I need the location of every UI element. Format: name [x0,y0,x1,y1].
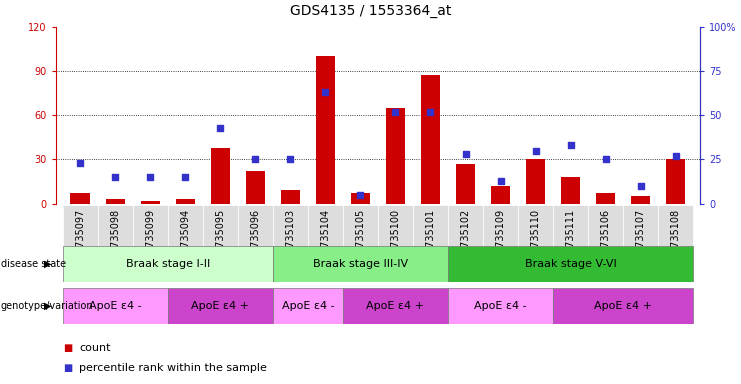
Text: GSM735103: GSM735103 [285,209,296,268]
Text: GSM735109: GSM735109 [496,209,505,268]
Bar [62,288,167,324]
Text: GSM735100: GSM735100 [391,209,400,268]
Text: GSM735102: GSM735102 [460,209,471,268]
Point [425,109,436,115]
Text: GSM735099: GSM735099 [145,209,155,268]
Point [74,160,86,166]
Text: Braak stage I-II: Braak stage I-II [125,259,210,269]
Point [494,177,506,184]
Text: GSM735097: GSM735097 [75,209,85,268]
Bar [491,186,510,204]
Bar [588,205,623,276]
Text: GSM735098: GSM735098 [110,209,120,268]
Bar [448,246,694,282]
Bar [448,288,553,324]
Bar [62,246,273,282]
Bar [210,147,230,204]
Bar [448,205,483,276]
Text: ■: ■ [63,363,72,373]
Bar [62,205,98,276]
Text: GSM735101: GSM735101 [425,209,436,268]
Bar [141,200,160,204]
Text: count: count [79,343,111,353]
Bar [105,199,124,204]
Bar [350,193,370,204]
Bar [631,196,651,204]
Bar [413,205,448,276]
Bar [343,288,448,324]
Bar [308,205,343,276]
Point [109,174,121,180]
Text: ▶: ▶ [44,259,52,269]
Bar [518,205,553,276]
Point [459,151,471,157]
Text: GSM735095: GSM735095 [215,209,225,268]
Point [530,147,542,154]
Bar [483,205,518,276]
Text: GDS4135 / 1553364_at: GDS4135 / 1553364_at [290,4,451,18]
Text: ApoE ε4 +: ApoE ε4 + [594,301,652,311]
Text: Braak stage III-IV: Braak stage III-IV [313,259,408,269]
Bar [526,159,545,204]
Bar [316,56,335,204]
Text: GSM735104: GSM735104 [320,209,330,268]
Bar [623,205,658,276]
Text: GSM735106: GSM735106 [601,209,611,268]
Point [144,174,156,180]
Bar [666,159,685,204]
Point [670,153,682,159]
Text: ▶: ▶ [44,301,52,311]
Bar [658,205,694,276]
Text: ApoE ε4 -: ApoE ε4 - [474,301,527,311]
Bar [378,205,413,276]
Bar [273,205,308,276]
Text: GSM735096: GSM735096 [250,209,260,268]
Point [390,109,402,115]
Bar [203,205,238,276]
Text: ■: ■ [63,343,72,353]
Text: GSM735110: GSM735110 [531,209,541,268]
Text: GSM735111: GSM735111 [565,209,576,268]
Bar [553,205,588,276]
Bar [167,288,273,324]
Text: ApoE ε4 -: ApoE ε4 - [89,301,142,311]
Bar [456,164,475,204]
Bar [421,76,440,204]
Point [635,183,647,189]
Bar [133,205,167,276]
Bar [596,193,615,204]
Bar [561,177,580,204]
Bar [70,193,90,204]
Bar [273,246,448,282]
Point [214,124,226,131]
Text: ApoE ε4 +: ApoE ε4 + [191,301,249,311]
Text: ApoE ε4 -: ApoE ε4 - [282,301,334,311]
Point [285,156,296,162]
Point [599,156,611,162]
Text: Braak stage V-VI: Braak stage V-VI [525,259,617,269]
Text: GSM735108: GSM735108 [671,209,681,268]
Text: GSM735094: GSM735094 [180,209,190,268]
Bar [167,205,203,276]
Bar [386,108,405,204]
Text: GSM735105: GSM735105 [356,209,365,268]
Bar [238,205,273,276]
Text: GSM735107: GSM735107 [636,209,645,268]
Text: percentile rank within the sample: percentile rank within the sample [79,363,268,373]
Point [354,192,366,198]
Text: genotype/variation: genotype/variation [1,301,93,311]
Bar [98,205,133,276]
Point [179,174,191,180]
Bar [176,199,195,204]
Point [319,89,331,95]
Point [565,142,576,148]
Bar [553,288,694,324]
Point [250,156,262,162]
Text: ApoE ε4 +: ApoE ε4 + [367,301,425,311]
Bar [343,205,378,276]
Bar [273,288,343,324]
Text: disease state: disease state [1,259,66,269]
Bar [281,190,300,204]
Bar [246,171,265,204]
